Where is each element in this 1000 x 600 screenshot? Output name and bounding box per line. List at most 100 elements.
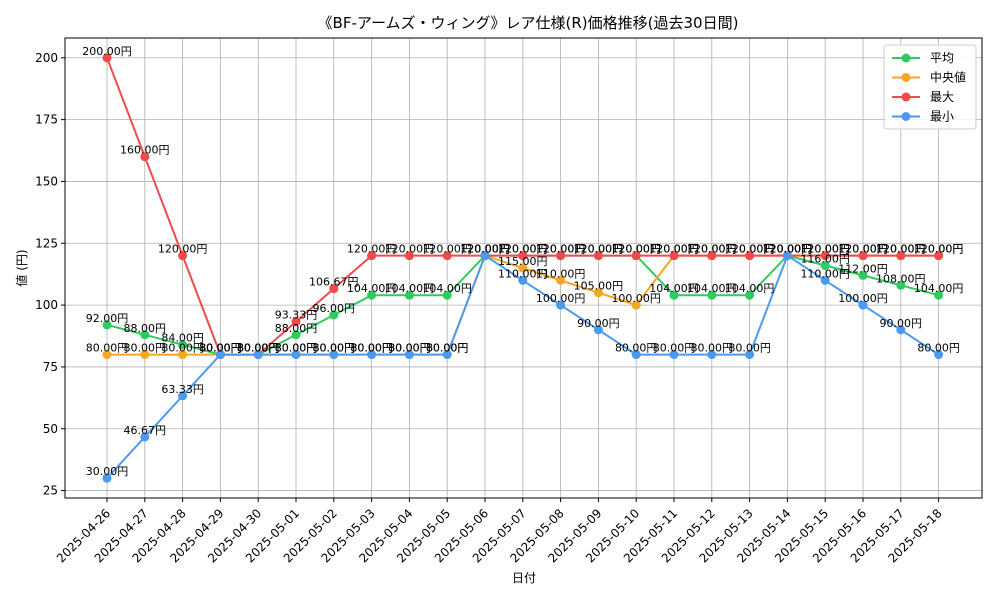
data-label: 96.00円 xyxy=(313,302,356,315)
data-label: 80.00円 xyxy=(237,342,280,355)
data-label: 80.00円 xyxy=(237,342,280,355)
x-axis-ticks: 2025-04-262025-04-272025-04-282025-04-29… xyxy=(54,498,945,565)
data-label: 120.00円 xyxy=(422,243,472,256)
data-point xyxy=(291,350,301,360)
data-label: 80.00円 xyxy=(199,342,242,355)
data-label: 104.00円 xyxy=(914,282,964,295)
data-point xyxy=(291,330,301,340)
data-label: 120.00円 xyxy=(460,243,510,256)
data-label: 120.00円 xyxy=(800,243,850,256)
data-label: 80.00円 xyxy=(237,342,280,355)
data-label: 84.00円 xyxy=(161,332,204,345)
data-label: 104.00円 xyxy=(385,282,435,295)
legend-label: 最小 xyxy=(930,110,954,124)
data-label: 200.00円 xyxy=(82,45,132,58)
data-label: 120.00円 xyxy=(536,243,586,256)
data-point xyxy=(367,290,377,300)
data-label: 100.00円 xyxy=(838,292,888,305)
data-label: 120.00円 xyxy=(347,243,397,256)
data-point xyxy=(745,350,755,360)
data-label: 120.00円 xyxy=(460,243,510,256)
data-label: 80.00円 xyxy=(199,342,242,355)
data-label: 120.00円 xyxy=(876,243,926,256)
legend-swatch-marker xyxy=(901,112,911,121)
data-label: 104.00円 xyxy=(725,282,775,295)
data-point xyxy=(140,432,150,442)
data-label: 120.00円 xyxy=(536,243,586,256)
legend-item: 中央値 xyxy=(892,70,966,85)
data-label: 120.00円 xyxy=(763,243,813,256)
data-label: 80.00円 xyxy=(237,342,280,355)
data-label: 80.00円 xyxy=(350,342,393,355)
data-point xyxy=(631,350,641,360)
data-label: 63.33円 xyxy=(161,383,204,396)
data-label: 120.00円 xyxy=(914,243,964,256)
data-label: 120.00円 xyxy=(914,243,964,256)
data-point xyxy=(896,280,906,290)
data-label: 80.00円 xyxy=(275,342,318,355)
y-tick-label: 175 xyxy=(35,113,58,127)
data-point xyxy=(404,290,414,300)
data-point xyxy=(593,325,603,335)
data-point xyxy=(820,261,830,271)
data-label: 104.00円 xyxy=(422,282,472,295)
legend-box xyxy=(883,44,977,130)
data-point xyxy=(329,310,339,320)
data-point xyxy=(367,350,377,360)
data-point xyxy=(934,251,944,261)
data-label: 80.00円 xyxy=(426,342,469,355)
data-label: 106.67円 xyxy=(309,276,359,289)
data-point xyxy=(782,251,792,261)
data-point xyxy=(442,290,452,300)
data-label: 80.00円 xyxy=(313,342,356,355)
legend-label: 最大 xyxy=(930,90,954,104)
data-point xyxy=(442,251,452,261)
data-label: 104.00円 xyxy=(347,282,397,295)
y-tick-label: 50 xyxy=(43,422,58,436)
data-label: 80.00円 xyxy=(426,342,469,355)
data-point xyxy=(934,350,944,360)
data-point xyxy=(820,251,830,261)
data-label: 120.00円 xyxy=(763,243,813,256)
data-point xyxy=(253,350,263,360)
data-point xyxy=(669,350,679,360)
data-label: 120.00円 xyxy=(649,243,699,256)
data-label: 90.00円 xyxy=(880,317,923,330)
data-point xyxy=(707,350,717,360)
data-label: 120.00円 xyxy=(725,243,775,256)
data-label: 92.00円 xyxy=(86,312,129,325)
data-point xyxy=(102,350,112,360)
data-point xyxy=(178,340,188,350)
data-point xyxy=(102,320,112,330)
data-labels-layer: 92.00円88.00円84.00円80.00円80.00円88.00円96.0… xyxy=(82,45,963,478)
data-point xyxy=(140,330,150,340)
data-label: 80.00円 xyxy=(728,342,771,355)
data-point xyxy=(178,251,188,261)
data-label: 120.00円 xyxy=(498,243,548,256)
data-label: 110.00円 xyxy=(498,267,548,280)
data-label: 120.00円 xyxy=(158,243,208,256)
data-label: 80.00円 xyxy=(653,342,696,355)
data-label: 120.00円 xyxy=(763,243,813,256)
data-label: 120.00円 xyxy=(876,243,926,256)
data-point xyxy=(140,350,150,360)
data-point xyxy=(707,290,717,300)
data-label: 120.00円 xyxy=(763,243,813,256)
data-label: 80.00円 xyxy=(388,342,431,355)
data-label: 120.00円 xyxy=(460,243,510,256)
legend-swatch-marker xyxy=(901,92,911,102)
data-label: 110.00円 xyxy=(800,267,850,280)
data-point xyxy=(480,251,490,261)
data-point xyxy=(556,275,566,285)
legend-label: 平均 xyxy=(930,51,954,65)
data-point xyxy=(745,251,755,261)
data-point xyxy=(518,263,528,273)
data-point xyxy=(404,251,414,261)
y-axis-label: 値 (円) xyxy=(14,249,29,286)
data-label: 80.00円 xyxy=(350,342,393,355)
data-label: 120.00円 xyxy=(385,243,435,256)
y-tick-label: 100 xyxy=(35,298,58,312)
data-point xyxy=(631,251,641,261)
x-axis-label: 日付 xyxy=(512,571,536,585)
data-label: 80.00円 xyxy=(388,342,431,355)
